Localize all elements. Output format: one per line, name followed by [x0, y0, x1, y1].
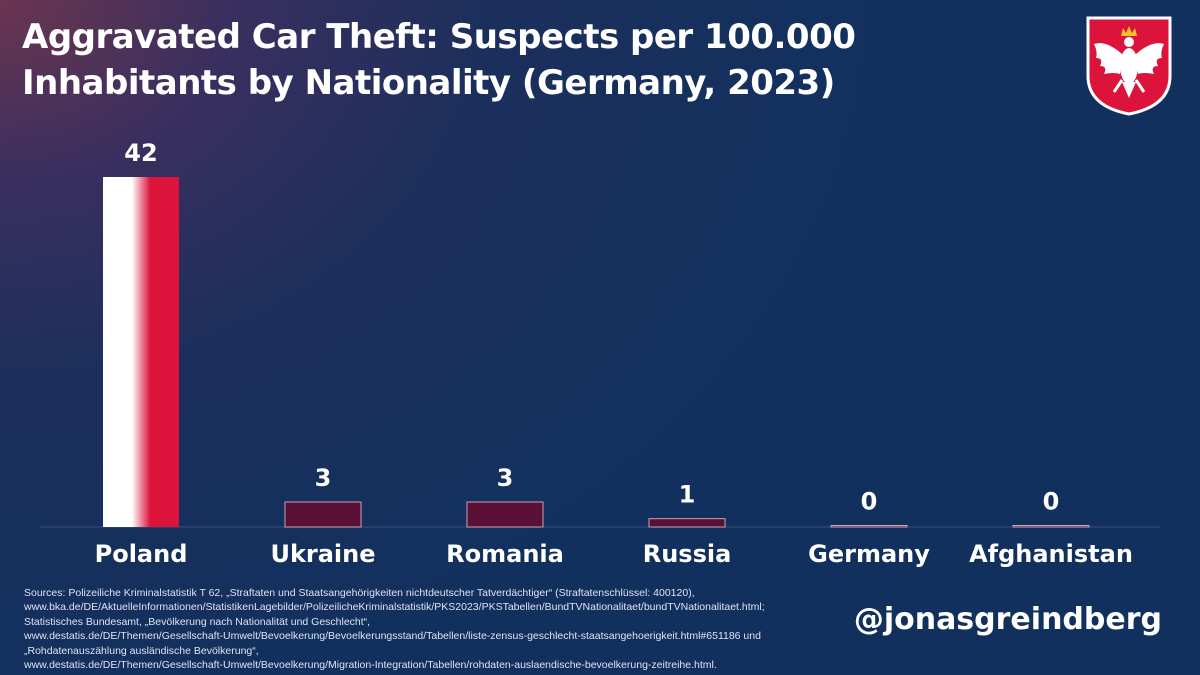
chart-title-line-1: Aggravated Car Theft: Suspects per 100.0…	[22, 17, 856, 57]
author-handle: @jonasgreindberg	[853, 602, 1162, 637]
bar-germany	[830, 525, 908, 528]
category-label-poland: Poland	[95, 540, 188, 568]
category-label-romania: Romania	[446, 540, 564, 568]
source-line-6: www.destatis.de/DE/Themen/Gesellschaft-U…	[24, 659, 717, 672]
value-label-afghanistan: 0	[1043, 488, 1060, 516]
bar-romania	[466, 501, 544, 528]
chart-title-line-2: Inhabitants by Nationality (Germany, 202…	[22, 63, 835, 103]
source-line-3: Statistisches Bundesamt, „Bevölkerung na…	[24, 615, 371, 628]
bar-ukraine	[284, 501, 362, 528]
value-label-ukraine: 3	[315, 464, 332, 492]
source-line-4: www.destatis.de/DE/Themen/Gesellschaft-U…	[24, 630, 761, 643]
bar-poland	[103, 177, 179, 527]
category-label-russia: Russia	[643, 540, 732, 568]
value-label-russia: 1	[679, 481, 696, 509]
chart-title: Aggravated Car Theft: Suspects per 100.0…	[22, 14, 1022, 106]
value-label-poland: 42	[124, 139, 157, 167]
source-line-1: Sources: Polizeiliche Kriminalstatistik …	[24, 587, 695, 599]
source-line-2: www.bka.de/DE/AktuelleInformationen/Stat…	[24, 601, 765, 614]
bar-russia	[648, 518, 726, 528]
polish-eagle-emblem-icon	[1086, 16, 1172, 116]
value-label-germany: 0	[861, 488, 878, 516]
source-line-5: „Rohdatenauszählung ausländische Bevölke…	[24, 644, 259, 657]
value-label-romania: 3	[497, 464, 514, 492]
bar-afghanistan	[1012, 525, 1090, 528]
category-label-afghanistan: Afghanistan	[969, 540, 1133, 568]
category-label-ukraine: Ukraine	[270, 540, 375, 568]
category-label-germany: Germany	[808, 540, 930, 568]
sources-note: Sources: Polizeiliche Kriminalstatistik …	[24, 586, 844, 672]
